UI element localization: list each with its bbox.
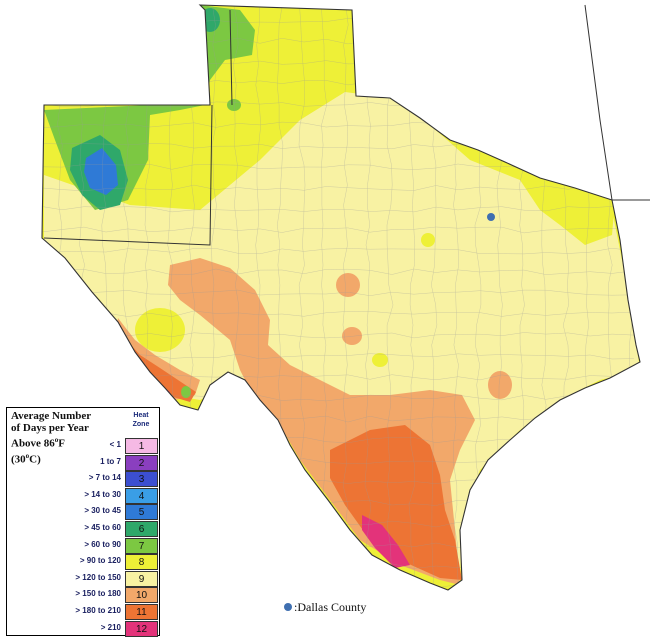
zone-7-patch-b: [596, 114, 612, 130]
legend-title: Average Number of Days per Year Above 86…: [11, 410, 92, 466]
county-line: [42, 247, 635, 255]
zone-10-patch-b: [342, 327, 362, 345]
zone-7-patch-c: [181, 386, 191, 398]
dallas-county-legend: :Dallas County: [284, 600, 366, 615]
county-line: [42, 184, 635, 192]
heat-zone-header: Heat Zone: [132, 412, 150, 428]
legend-swatch: 1: [125, 438, 158, 454]
zone-7-ne-corner: [570, 5, 640, 58]
state-line-nm-tx: [43, 104, 213, 246]
legend-row: > 45 to 60 6: [7, 521, 161, 538]
legend-row: < 1 1: [7, 438, 161, 455]
legend-swatch: 2: [125, 454, 158, 471]
legend: Average Number of Days per Year Above 86…: [6, 407, 161, 638]
zone-6-ne: [620, 25, 640, 45]
legend-row: > 150 to 180 10: [7, 587, 161, 604]
legend-row: > 210 12: [7, 620, 161, 638]
legend-swatch: 4: [125, 487, 158, 504]
zone-8-east: [520, 180, 615, 245]
legend-swatch: 5: [125, 504, 158, 521]
zone-8-patch-c: [421, 233, 435, 247]
legend-range: > 30 to 45: [84, 506, 121, 516]
county-line: [42, 205, 635, 213]
legend-range: > 7 to 14: [88, 473, 121, 483]
legend-swatch: 11: [125, 604, 158, 620]
legend-range: > 120 to 150: [75, 572, 121, 582]
state-line-oklahoma: [229, 9, 233, 106]
county-line: [42, 289, 635, 296]
zone-5-west: [84, 148, 118, 195]
zone-7-patch-a: [227, 99, 241, 111]
legend-row: > 120 to 150 9: [7, 570, 161, 588]
legend-swatch: 3: [125, 471, 158, 488]
zone-11-west: [122, 335, 196, 402]
dallas-county-legend-label: :Dallas County: [294, 600, 367, 614]
zone-8-patch-b: [372, 353, 388, 367]
legend-row: > 180 to 210 11: [7, 604, 161, 621]
legend-swatch: 9: [125, 570, 158, 587]
legend-row: 1 to 7 2: [7, 454, 161, 472]
dallas-county-marker: [487, 213, 495, 221]
legend-row: > 14 to 30 4: [7, 487, 161, 505]
county-line: [628, 5, 635, 586]
zone-10-west: [115, 318, 200, 400]
legend-row: > 7 to 14 3: [7, 471, 161, 488]
legend-range: > 180 to 210: [75, 606, 121, 615]
state-line-east: [584, 4, 650, 201]
county-line: [342, 5, 349, 586]
legend-range: > 45 to 60: [84, 523, 121, 532]
dallas-county-legend-dot: [284, 603, 292, 611]
legend-swatch: 6: [125, 521, 158, 537]
legend-row: > 90 to 120 8: [7, 554, 161, 571]
legend-range: > 90 to 120: [79, 556, 121, 566]
legend-range: > 60 to 90: [84, 539, 121, 549]
legend-row: > 60 to 90 7: [7, 537, 161, 555]
legend-range: > 150 to 180: [75, 589, 121, 599]
county-line: [42, 226, 635, 234]
zone-11-region: [330, 425, 462, 580]
county-line: [321, 5, 327, 586]
legend-swatch: 10: [125, 587, 158, 604]
zone-12-south: [362, 515, 410, 568]
county-line: [42, 268, 635, 276]
texas-outline: [41, 4, 641, 591]
legend-range: > 210: [100, 622, 121, 632]
legend-swatch: 8: [125, 554, 158, 571]
legend-swatch: 12: [125, 620, 158, 637]
legend-range: 1 to 7: [100, 456, 121, 466]
legend-row: > 30 to 45 5: [7, 504, 161, 521]
legend-range: < 1: [109, 440, 121, 449]
county-line: [42, 310, 635, 318]
zone-10-patch-c: [488, 371, 512, 399]
legend-swatch: 7: [125, 537, 158, 554]
legend-range: > 14 to 30: [84, 489, 121, 499]
zone-5-ne: [635, 30, 640, 46]
zone-6-nw: [200, 8, 220, 32]
zone-10-patch-a: [336, 273, 360, 297]
